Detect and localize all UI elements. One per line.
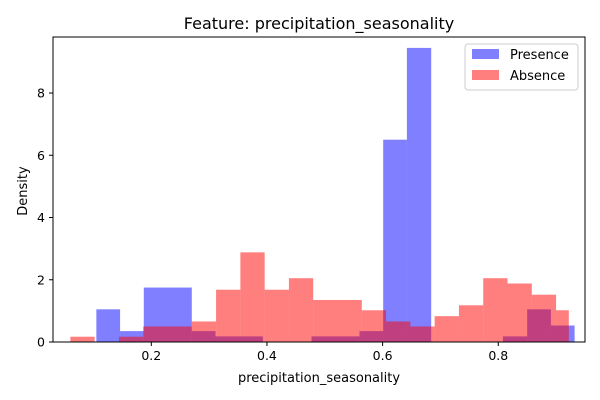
bar-presence-7 [383,139,407,342]
bar-absence-11 [410,326,435,342]
legend-swatch-absence [472,70,499,80]
bar-presence-8 [406,47,432,342]
bar-absence-4 [216,289,241,342]
bar-absence-13 [458,305,484,342]
bar-absence-0 [70,336,95,342]
x-axis-label: precipitation_seasonality [238,371,400,386]
bar-absence-8 [313,299,362,342]
bar-absence-16 [531,294,557,342]
y-tick-label: 4 [37,210,45,225]
bar-absence-12 [434,316,459,342]
bar-absence-7 [288,278,314,342]
axes-layer: 0.2 0.4 0.6 0.8 0 2 4 6 8 [37,36,586,363]
bar-presence-1 [120,331,144,342]
y-tick-label: 2 [37,272,45,287]
bar-absence-15 [507,283,532,342]
bar-absence-2 [143,326,192,342]
bar-absence-10 [386,321,411,342]
bar-absence-14 [483,278,508,342]
y-tick-label: 0 [37,335,45,350]
x-tick-label: 0.6 [373,348,393,363]
legend-swatch-presence [472,49,499,59]
bar-presence-0 [96,309,121,342]
y-tick-label: 8 [37,86,45,101]
chart-title: Feature: precipitation_seasonality [184,14,454,34]
bar-absence-1 [118,336,144,342]
bar-absence-9 [361,310,387,342]
legend-label-presence: Presence [510,48,569,63]
plot-frame [52,36,586,343]
x-tick-label: 0.8 [488,348,508,363]
legend: Presence Absence [464,43,579,91]
bar-absence-17 [556,310,569,342]
bars-layer [70,47,575,342]
bar-absence-3 [191,321,217,342]
legend-label-absence: Absence [510,69,565,84]
bar-absence-5 [240,252,265,342]
x-tick-label: 0.2 [141,348,161,363]
bar-absence-6 [264,289,289,342]
y-tick-label: 6 [37,148,45,163]
y-axis-label: Density [16,166,31,216]
x-tick-label: 0.4 [257,348,277,363]
